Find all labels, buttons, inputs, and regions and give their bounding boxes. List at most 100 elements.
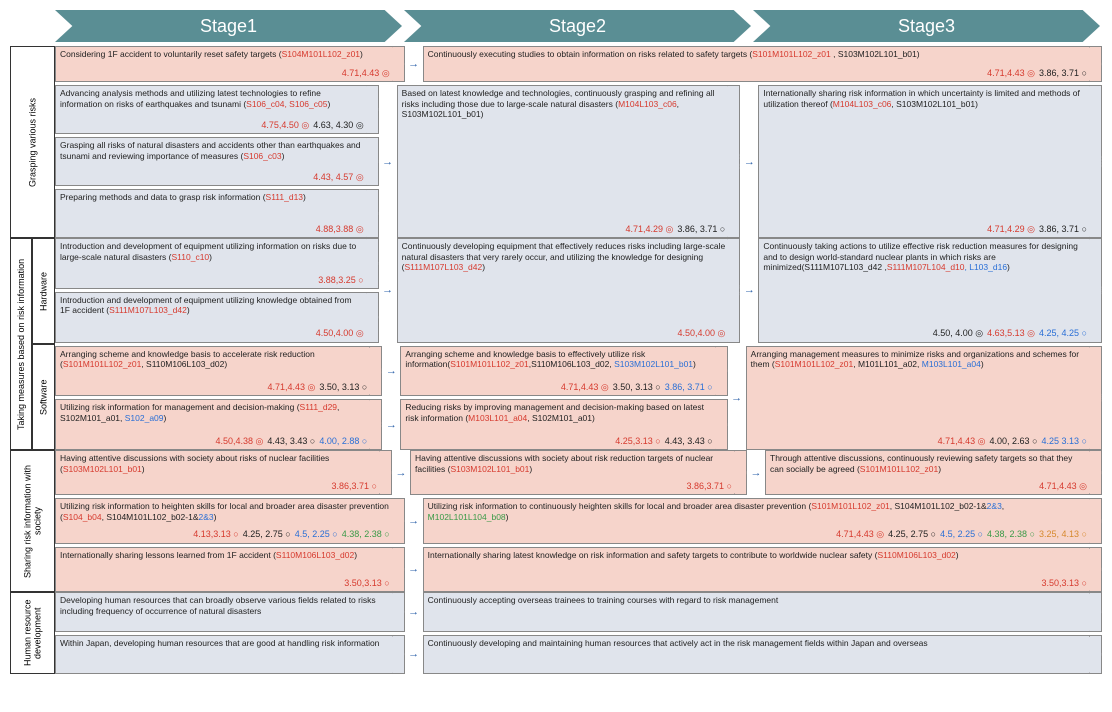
scores: 4.71,4.433.50, 3.13 xyxy=(60,382,367,393)
arrow-connector: → xyxy=(396,450,406,495)
arrow-connector: → xyxy=(751,450,761,495)
cell-text: Preparing methods and data to grasp risk… xyxy=(60,192,364,203)
cell-text: Grasping all risks of natural disasters … xyxy=(60,140,364,161)
cell-text: Continuously accepting overseas trainees… xyxy=(428,595,1087,606)
cell-text: Arranging management measures to minimiz… xyxy=(751,349,1087,370)
cell-text: Utilizing risk information to continuous… xyxy=(428,501,1087,522)
stage3-header: Stage3 xyxy=(753,10,1100,42)
cell-text: Arranging scheme and knowledge basis to … xyxy=(405,349,712,370)
cat-taking: Taking measures based on risk informatio… xyxy=(10,238,32,450)
scores: 3.50,3.13 xyxy=(428,578,1087,589)
hw-s1a: Introduction and development of equipmen… xyxy=(55,238,379,289)
cell-text: Arranging scheme and knowledge basis to … xyxy=(60,349,367,370)
scores: 4.71,4.433.86, 3.71 xyxy=(428,68,1087,79)
sw-r1-s1: Arranging scheme and knowledge basis to … xyxy=(55,346,382,397)
sw-r2-s1: Utilizing risk information for managemen… xyxy=(55,399,382,450)
cell-text: Continuously taking actions to utilize e… xyxy=(763,241,1087,273)
scores: 4.71,4.433.50, 3.133.86, 3.71 xyxy=(405,382,712,393)
arrow-connector: → xyxy=(409,46,419,82)
cell-text: Advancing analysis methods and utilizing… xyxy=(60,88,364,109)
stage1-header: Stage1 xyxy=(55,10,402,42)
scores: 3.86,3.71 xyxy=(415,481,732,492)
sw-r1-s2: Arranging scheme and knowledge basis to … xyxy=(400,346,727,397)
arrow-connector: → xyxy=(386,399,396,450)
arrow-connector: → xyxy=(383,238,393,343)
cat-grasping: Grasping various risks xyxy=(10,46,55,238)
cell-text: Having attentive discussions with societ… xyxy=(60,453,377,474)
cell-text: Internationally sharing latest knowledge… xyxy=(428,550,1087,561)
scores: 4.50,4.00 xyxy=(60,328,364,339)
arrow-connector: → xyxy=(744,238,754,343)
scores: 4.50,4.00 xyxy=(402,328,726,339)
arrow-connector: → xyxy=(386,346,396,397)
arrow-connector: → xyxy=(409,592,419,632)
scores: 4.71,4.43 xyxy=(60,68,390,79)
grasping-r2-s2: Based on latest knowledge and technologi… xyxy=(397,85,741,238)
arrow-connector: → xyxy=(409,635,419,675)
scores: 4.88,3.88 xyxy=(60,224,364,235)
scores: 4.71,4.43 xyxy=(770,481,1087,492)
cell-text: Considering 1F accident to voluntarily r… xyxy=(60,49,390,60)
cell-text: Having attentive discussions with societ… xyxy=(415,453,732,474)
cell-text: Introduction and development of equipmen… xyxy=(60,295,364,316)
scores: 4.71,4.434.25, 2.754.5, 2.254.38, 2.383.… xyxy=(428,529,1087,540)
cell-text: Continuously developing equipment that e… xyxy=(402,241,726,273)
grasping-r1-s1: Considering 1F accident to voluntarily r… xyxy=(55,46,405,82)
sharing-r2-s23: Utilizing risk information to continuous… xyxy=(423,498,1102,543)
sharing-r3-s23: Internationally sharing latest knowledge… xyxy=(423,547,1102,592)
human-r1-s1: Within Japan, developing human resources… xyxy=(55,635,405,675)
sharing-r1-s3: Through attentive discussions, continuou… xyxy=(765,450,1102,495)
cell-text: Continuously executing studies to obtain… xyxy=(428,49,1087,60)
subcat-hardware: Hardware xyxy=(32,238,55,344)
arrow-connector: → xyxy=(409,547,419,592)
scores: 4.71,4.293.86, 3.71 xyxy=(763,224,1087,235)
hw-s2: Continuously developing equipment that e… xyxy=(397,238,741,343)
cell-text: Developing human resources that can broa… xyxy=(60,595,390,616)
scores: 4.71,4.293.86, 3.71 xyxy=(402,224,726,235)
cell-text: Introduction and development of equipmen… xyxy=(60,241,364,262)
grasping-r2-s1a: Advancing analysis methods and utilizing… xyxy=(55,85,379,134)
stage-header: Stage1 Stage2 Stage3 xyxy=(55,10,1102,42)
arrow-connector: → xyxy=(409,498,419,543)
cell-text: Internationally sharing lessons learned … xyxy=(60,550,390,561)
cat-sharing: Sharing risk information with society xyxy=(10,450,55,592)
grasping-r2-s3: Internationally sharing risk information… xyxy=(758,85,1102,238)
subcat-software: Software xyxy=(32,344,55,450)
cell-text: Reducing risks by improving management a… xyxy=(405,402,712,423)
grasping-r2-s1c: Preparing methods and data to grasp risk… xyxy=(55,189,379,238)
scores: 3.86,3.71 xyxy=(60,481,377,492)
scores: 4.71,4.434.00, 2.634.25 3.13 xyxy=(751,436,1087,447)
sharing-r1-s1: Having attentive discussions with societ… xyxy=(55,450,392,495)
scores: 4.25,3.134.43, 3.43 xyxy=(405,436,712,447)
cell-text: Continuously developing and maintaining … xyxy=(428,638,1087,649)
hw-s3: Continuously taking actions to utilize e… xyxy=(758,238,1102,343)
cell-text: Internationally sharing risk information… xyxy=(763,88,1087,109)
grasping-r2-s1b: Grasping all risks of natural disasters … xyxy=(55,137,379,186)
sw-r2-s2: Reducing risks by improving management a… xyxy=(400,399,727,450)
arrow-connector: → xyxy=(744,85,754,238)
sw-s3: Arranging management measures to minimiz… xyxy=(746,346,1102,451)
scores: 4.13,3.134.25, 2.754.5, 2.254.38, 2.38 xyxy=(60,529,390,540)
cell-text: Through attentive discussions, continuou… xyxy=(770,453,1087,474)
cell-text: Utilizing risk information for managemen… xyxy=(60,402,367,423)
cell-text: Within Japan, developing human resources… xyxy=(60,638,390,649)
sharing-r3-s1: Internationally sharing lessons learned … xyxy=(55,547,405,592)
scores: 4.50,4.384.43, 3.434.00, 2.88 xyxy=(60,436,367,447)
arrow-connector: → xyxy=(732,346,742,451)
arrow-connector: → xyxy=(383,85,393,238)
scores: 4.75,4.504.63, 4.30 xyxy=(60,120,364,131)
cell-text: Utilizing risk information to heighten s… xyxy=(60,501,390,522)
hw-s1b: Introduction and development of equipmen… xyxy=(55,292,379,343)
cat-human: Human resource development xyxy=(10,592,55,674)
stage2-header: Stage2 xyxy=(404,10,751,42)
scores: 4.50, 4.004.63,5.134.25, 4.25 xyxy=(763,328,1087,339)
grasping-r1-s23: Continuously executing studies to obtain… xyxy=(423,46,1102,82)
sharing-r1-s2: Having attentive discussions with societ… xyxy=(410,450,747,495)
sharing-r2-s1: Utilizing risk information to heighten s… xyxy=(55,498,405,543)
scores: 3.88,3.25 xyxy=(60,275,364,286)
scores: 3.50,3.13 xyxy=(60,578,390,589)
scores: 4.43, 4.57 xyxy=(60,172,364,183)
cell-text: Based on latest knowledge and technologi… xyxy=(402,88,726,120)
human-r1-s23: Continuously developing and maintaining … xyxy=(423,635,1102,675)
human-r0-s1: Developing human resources that can broa… xyxy=(55,592,405,632)
